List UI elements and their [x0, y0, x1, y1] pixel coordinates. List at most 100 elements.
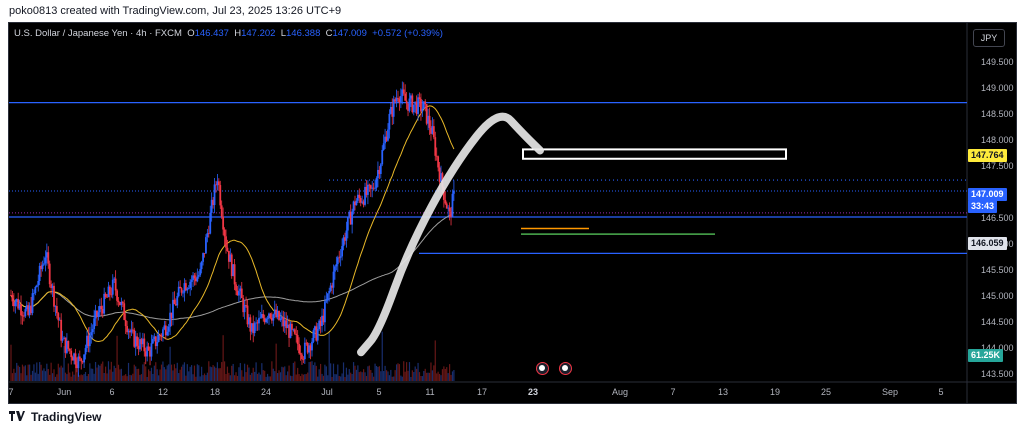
volume-bar — [229, 375, 231, 381]
candle-body — [245, 305, 247, 306]
volume-bar — [258, 372, 260, 381]
volume-bar — [291, 376, 293, 381]
candle-body — [76, 364, 78, 369]
volume-bar — [212, 365, 214, 381]
volume-bar — [143, 362, 145, 381]
volume-bar — [387, 371, 389, 381]
volume-bar — [191, 365, 193, 381]
economic-event-icon[interactable] — [536, 362, 549, 375]
swing-path-drawing — [357, 112, 544, 357]
candle-body — [348, 211, 351, 218]
volume-bar — [152, 373, 154, 381]
candle-body — [124, 319, 127, 327]
candle-body — [100, 306, 103, 310]
volume-bar — [69, 372, 71, 381]
candle-body — [91, 329, 94, 333]
candle-body — [220, 205, 223, 217]
candle-body — [256, 322, 259, 324]
candle-body — [378, 169, 381, 174]
volume-bar — [23, 366, 25, 381]
candle-body — [391, 106, 394, 117]
volume-bar — [105, 366, 107, 381]
chart-frame[interactable]: U.S. Dollar / Japanese Yen · 4h · FXCM O… — [8, 22, 1017, 404]
candle-body — [325, 300, 328, 302]
candle-body — [193, 275, 196, 279]
volume-bar — [298, 374, 300, 381]
volume-bar — [277, 373, 279, 381]
candle-body — [141, 338, 144, 345]
candle-body — [252, 323, 255, 334]
volume-bar — [373, 376, 375, 381]
volume-bar — [16, 362, 18, 381]
volume-bar — [178, 373, 180, 381]
candle-body — [101, 309, 104, 314]
volume-bar — [242, 376, 244, 381]
volume-bar — [335, 374, 337, 381]
volume-bar — [10, 344, 12, 381]
candle-body — [242, 298, 245, 313]
volume-bar — [288, 365, 290, 381]
candle-body — [377, 169, 379, 179]
tradingview-footer: TradingView — [9, 408, 101, 426]
volume-bar — [304, 374, 306, 381]
volume-bar — [378, 366, 380, 381]
volume-bar — [451, 371, 454, 381]
volume-bar — [301, 373, 303, 381]
volume-bar — [403, 361, 405, 381]
candle-body — [18, 304, 21, 309]
last-price-badge: 147.009 — [968, 188, 1007, 201]
candle-body — [25, 305, 28, 310]
volume-bar — [234, 375, 236, 381]
y-tick-label: 147.500 — [981, 161, 1014, 171]
candle-body — [172, 299, 174, 319]
candle-body — [12, 301, 15, 307]
candle-body — [129, 330, 131, 333]
y-tick-label: 144.000 — [981, 343, 1014, 353]
volume-bar — [297, 367, 299, 381]
volume-bar — [400, 375, 402, 381]
candle-body — [40, 265, 42, 270]
candle-body — [23, 315, 25, 317]
volume-bar — [443, 366, 445, 381]
candle-body — [279, 318, 282, 321]
chart-header: poko0813 created with TradingView.com, J… — [0, 0, 1024, 22]
candle-body — [233, 264, 236, 285]
candle-body — [71, 357, 74, 361]
candle-body — [305, 342, 308, 344]
currency-button[interactable]: JPY — [973, 29, 1005, 47]
volume-bar — [226, 366, 229, 381]
y-tick-label: 148.500 — [981, 109, 1014, 119]
volume-bar — [351, 373, 353, 381]
volume-bar — [208, 361, 210, 381]
volume-bar — [337, 364, 339, 381]
volume-bar — [327, 375, 329, 381]
volume-bar — [261, 363, 263, 381]
candle-body — [319, 320, 322, 327]
candle-body — [93, 318, 96, 330]
x-tick-label: Jun — [56, 387, 72, 397]
candle-body — [203, 253, 206, 254]
candle-body — [356, 194, 359, 201]
economic-event-icon[interactable] — [559, 362, 572, 375]
volume-bar — [357, 365, 359, 381]
volume-bar — [115, 368, 117, 381]
volume-bar — [60, 365, 62, 381]
candle-body — [15, 299, 18, 302]
candle-body — [53, 285, 55, 307]
volume-bar — [416, 368, 418, 381]
volume-bar — [302, 374, 304, 381]
volume-bar — [136, 369, 138, 381]
volume-bar — [446, 367, 448, 381]
volume-bar — [63, 345, 65, 381]
candle-body — [184, 283, 187, 291]
candle-body — [345, 230, 348, 241]
volume-bar — [102, 361, 104, 381]
volume-bar — [195, 376, 197, 381]
volume-bar — [29, 364, 31, 381]
candle-body — [421, 108, 424, 112]
candle-body — [160, 335, 163, 337]
volume-bar — [282, 367, 284, 381]
candle-body — [239, 288, 242, 292]
candle-body — [260, 314, 263, 318]
price-chart[interactable] — [9, 23, 1017, 404]
